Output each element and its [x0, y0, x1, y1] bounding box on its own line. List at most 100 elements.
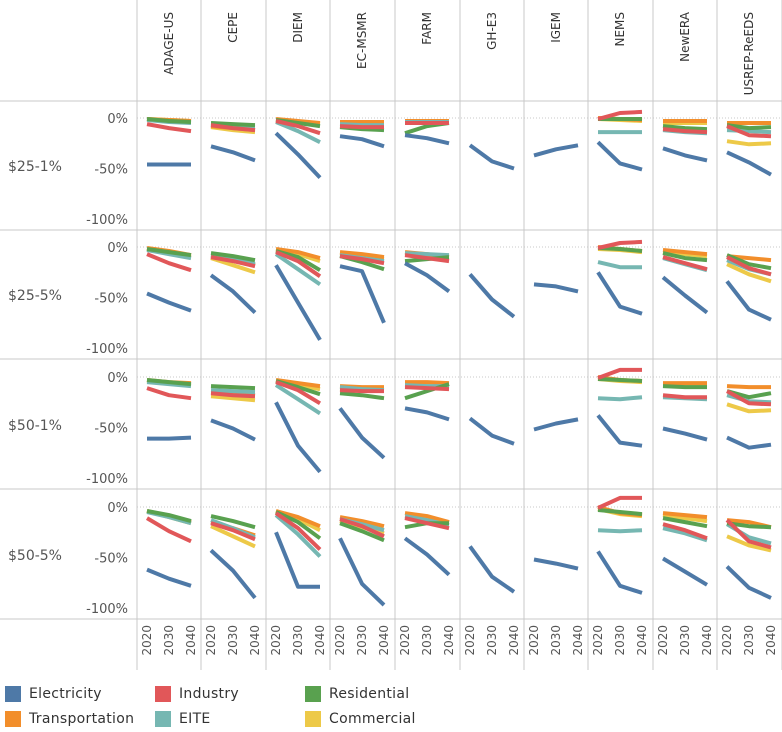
series-line-electricity-adage-us-50-1 [147, 435, 192, 441]
x-tick-label: 2020 [333, 625, 347, 656]
legend-item-eite: EITE [155, 709, 211, 729]
series-line-electricity-newera-50-5 [661, 556, 709, 587]
column-header-igem: IGEM [549, 12, 563, 43]
series-line-eite-diem-50-1 [274, 383, 322, 416]
series-line-industry-diem-25-5 [275, 250, 322, 278]
series-line-eite-farm-25-5 [404, 251, 450, 258]
series-line-electricity-igem-25-1 [533, 143, 579, 158]
y-tick-label: -50% [94, 422, 128, 437]
x-tick-label: 2040 [377, 625, 391, 656]
x-tick-label: 2040 [764, 625, 778, 656]
series-line-residential-newera-25-5 [662, 251, 708, 263]
legend-swatch-eite [155, 711, 171, 727]
x-tick-label: 2040 [635, 625, 649, 656]
x-tick-label: 2030 [291, 625, 305, 656]
series-line-eite-newera-50-5 [662, 526, 708, 543]
x-tick-label: 2040 [248, 625, 262, 656]
column-header-adage-us: ADAGE-US [162, 12, 176, 75]
series-line-residential-diem-50-5 [275, 510, 322, 540]
series-line-residential-cepe-25-1 [210, 121, 256, 128]
series-line-industry-diem-25-1 [275, 119, 321, 136]
y-tick-label: -50% [94, 292, 128, 307]
series-line-industry-cepe-25-5 [210, 255, 256, 269]
series-line-residential-ec-msmr-50-1 [339, 391, 385, 401]
series-line-electricity-farm-25-5 [404, 261, 451, 294]
series-line-commercial-cepe-50-5 [210, 524, 256, 549]
series-line-transportation-ec-msmr-50-5 [339, 515, 385, 529]
column-header-cepe: CEPE [226, 12, 240, 43]
column-header-diem: DIEM [291, 12, 305, 43]
series-line-residential-newera-50-5 [662, 516, 708, 529]
series-line-electricity-ec-msmr-50-5 [338, 537, 386, 607]
series-line-eite-nems-25-5 [597, 260, 642, 270]
series-line-transportation-diem-25-5 [275, 247, 321, 261]
series-line-industry-nems-25-5 [597, 239, 643, 250]
series-line-residential-cepe-25-5 [210, 251, 256, 263]
row-label-50-1: $50-1% [8, 418, 62, 434]
series-line-industry-ec-msmr-25-1 [339, 124, 384, 130]
legend-item-transportation: Transportation [5, 709, 134, 729]
x-tick-label: 2030 [678, 625, 692, 656]
series-line-electricity-igem-25-5 [533, 282, 579, 294]
row-label-25-5: $25-5% [8, 288, 62, 304]
y-tick-label: -100% [86, 213, 128, 228]
series-line-industry-newera-25-5 [662, 255, 708, 272]
legend-item-electricity: Electricity [5, 684, 102, 704]
series-line-electricity-igem-50-5 [533, 557, 579, 571]
x-tick-label: 2020 [398, 625, 412, 656]
x-tick-label: 2040 [442, 625, 456, 656]
column-header-gh-e3: GH-E3 [485, 12, 499, 50]
series-line-industry-adage-us-25-1 [146, 122, 192, 134]
series-line-commercial-newera-50-5 [662, 513, 708, 524]
series-line-electricity-adage-us-25-5 [146, 291, 192, 313]
x-tick-label: 2030 [355, 625, 369, 656]
y-tick-label: -100% [86, 602, 128, 617]
series-line-electricity-cepe-25-1 [210, 144, 256, 163]
series-line-transportation-newera-50-5 [662, 511, 708, 520]
series-line-electricity-farm-50-1 [404, 406, 450, 422]
series-line-commercial-usrep-reeds-25-1 [726, 139, 772, 147]
row-label-25-1: $25-1% [8, 159, 62, 175]
series-line-industry-cepe-50-1 [210, 391, 256, 399]
series-line-industry-adage-us-50-1 [146, 386, 192, 401]
legend-label-electricity: Electricity [29, 686, 102, 702]
series-line-residential-adage-us-50-5 [146, 509, 192, 524]
series-line-eite-nems-50-5 [597, 528, 643, 534]
series-line-industry-diem-50-5 [274, 511, 322, 551]
series-line-industry-ec-msmr-50-1 [339, 388, 384, 394]
series-line-commercial-cepe-50-1 [210, 394, 256, 403]
series-line-industry-cepe-25-1 [210, 123, 256, 133]
series-line-electricity-diem-50-5 [274, 531, 320, 589]
chart: ADAGE-US CEPE DIEM EC-MSMR FARM GH-E3 IGEM NEMS… [0, 0, 782, 670]
y-tick-label: -100% [86, 472, 128, 487]
legend-label-commercial: Commercial [329, 711, 416, 727]
column-header-ec-msmr: EC-MSMR [355, 12, 369, 69]
legend-swatch-residential [305, 686, 321, 702]
series-line-electricity-farm-25-1 [404, 133, 450, 146]
series-line-electricity-ec-msmr-25-1 [339, 134, 385, 149]
series-line-electricity-farm-50-5 [403, 536, 451, 577]
series-line-eite-diem-50-5 [274, 513, 322, 558]
y-tick-label: 0% [107, 112, 128, 127]
series-line-commercial-cepe-25-5 [210, 256, 256, 275]
legend-item-residential: Residential [305, 684, 409, 704]
legend-swatch-electricity [5, 686, 21, 702]
x-tick-label: 2020 [269, 625, 283, 656]
y-tick-label: -50% [94, 552, 128, 567]
series-line-residential-usrep-reeds-25-5 [726, 253, 772, 271]
series-line-electricity-cepe-50-5 [209, 548, 257, 600]
x-tick-label: 2020 [140, 625, 154, 656]
series-line-commercial-usrep-reeds-25-5 [726, 262, 772, 284]
series-line-transportation-farm-50-1 [405, 380, 450, 386]
legend-label-transportation: Transportation [29, 711, 135, 727]
series-line-residential-cepe-50-1 [210, 384, 256, 391]
series-line-industry-cepe-50-5 [210, 521, 256, 542]
series-line-electricity-usrep-reeds-50-5 [725, 565, 772, 600]
legend-swatch-transportation [5, 711, 21, 727]
series-line-eite-diem-25-1 [275, 120, 321, 144]
x-tick-label: 2020 [463, 625, 477, 656]
row-label-50-5: $50-5% [8, 548, 62, 564]
x-tick-label: 2020 [204, 625, 218, 656]
x-tick-label: 2040 [507, 625, 521, 656]
y-tick-label: 0% [107, 371, 128, 386]
